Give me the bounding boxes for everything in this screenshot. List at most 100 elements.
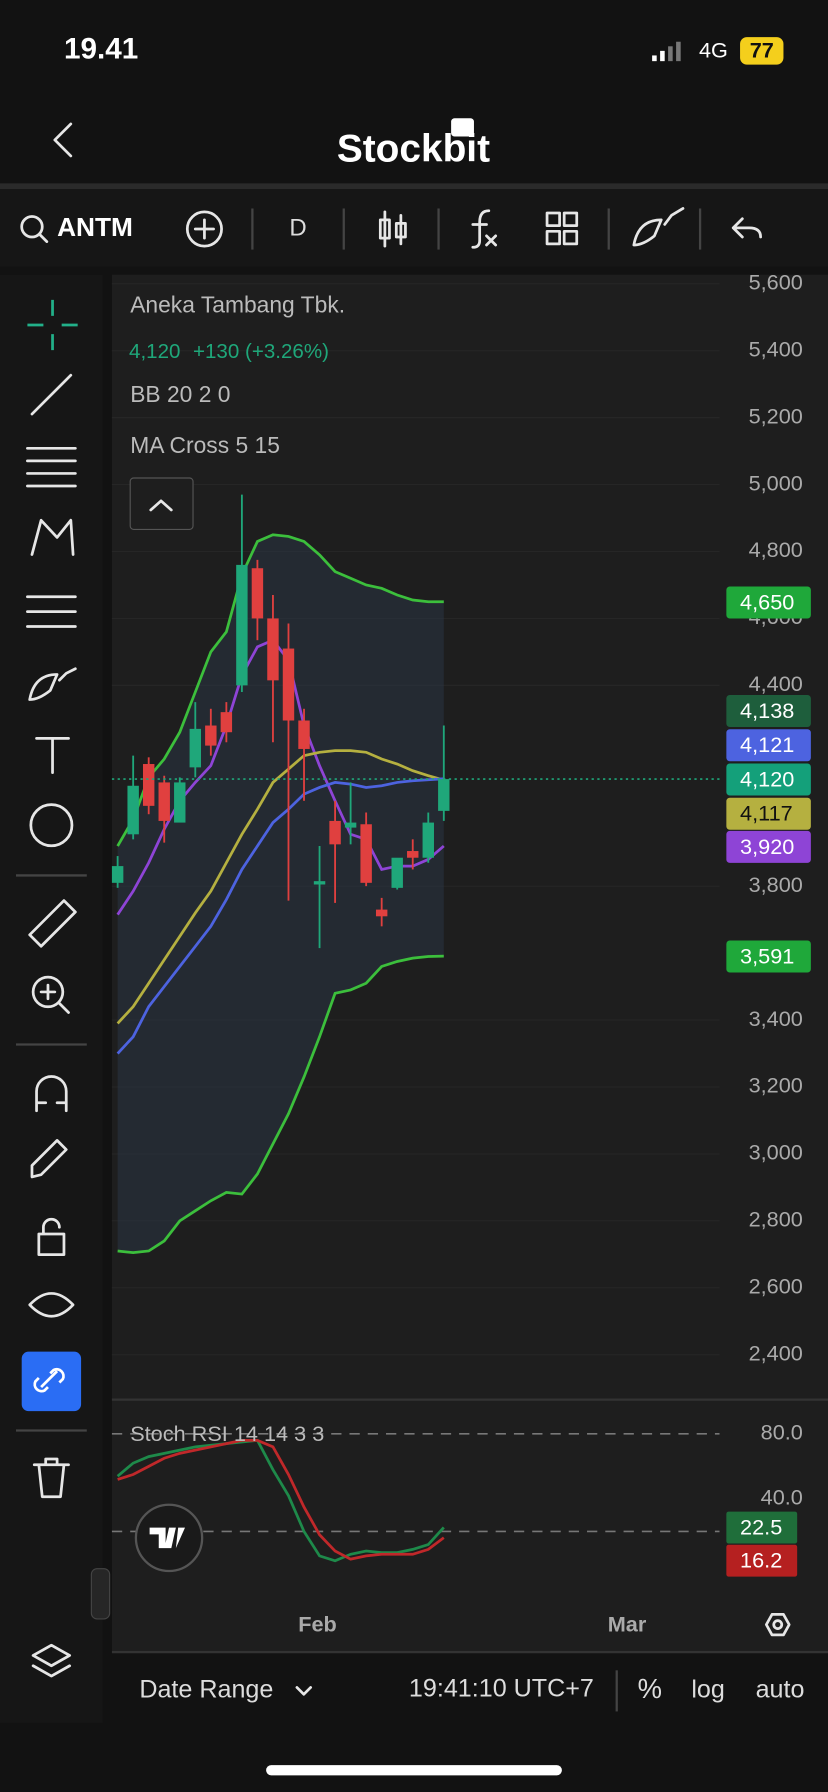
- percent-toggle[interactable]: %: [638, 1673, 662, 1704]
- price-badge: [726, 763, 811, 796]
- zoom-tool[interactable]: [31, 975, 65, 1009]
- projection-tool[interactable]: [26, 595, 77, 628]
- price-change: +130 (+3.26%): [193, 340, 329, 363]
- brand-mark: [451, 118, 474, 137]
- y-tick-label: 3,400: [749, 1006, 803, 1031]
- layers-tool[interactable]: [31, 1643, 72, 1678]
- home-indicator: [266, 1765, 562, 1776]
- indicator-bb: BB 20 2 0: [130, 381, 230, 407]
- candle-body: [174, 782, 186, 823]
- candle-body: [236, 564, 248, 686]
- value-badge: [726, 1511, 798, 1544]
- fib-tool[interactable]: [26, 446, 77, 488]
- text-tool[interactable]: [35, 737, 70, 775]
- y-tick-label: 2,400: [749, 1340, 803, 1365]
- candle-body: [282, 648, 295, 721]
- collapse-handle[interactable]: [90, 1568, 111, 1620]
- crosshair-tool[interactable]: [27, 299, 78, 351]
- settings[interactable]: [764, 1612, 791, 1637]
- emoji-tool[interactable]: [29, 803, 74, 848]
- candle-body: [391, 857, 403, 888]
- battery: [740, 37, 784, 65]
- brush-tool[interactable]: [28, 667, 77, 701]
- y-tick-label: 4,400: [749, 671, 803, 696]
- price-badge: [726, 586, 811, 619]
- band-fill: [117, 534, 444, 1253]
- stoch-title: Stoch RSI 14 14 3 3: [130, 1421, 324, 1446]
- value-badge: [726, 1544, 798, 1577]
- indicator-line: [117, 1438, 445, 1561]
- price-badge-label: 4,120: [740, 766, 794, 791]
- settings-dot: [772, 1619, 784, 1631]
- y-tick-label: 3,800: [749, 872, 803, 897]
- indicator-line: [116, 533, 444, 847]
- candle-body: [360, 824, 372, 883]
- measure-tool[interactable]: [28, 899, 77, 948]
- toolbar: [0, 189, 828, 267]
- price-badge-label: 4,121: [740, 732, 794, 757]
- trendline-tool[interactable]: [30, 373, 73, 416]
- auto-toggle[interactable]: auto: [756, 1676, 805, 1704]
- chart-type[interactable]: [378, 210, 407, 248]
- y-tick-label: 5,000: [749, 470, 803, 495]
- candle-body: [267, 618, 279, 681]
- indicator-line: [116, 638, 445, 916]
- delete-tool[interactable]: [32, 1457, 70, 1499]
- price-badge-label: 4,138: [740, 698, 794, 723]
- y-tick-label: 5,400: [749, 336, 803, 361]
- symbol[interactable]: ANTM: [57, 212, 133, 242]
- candle-body: [205, 725, 217, 746]
- price-badge: [726, 694, 811, 727]
- candle-body: [127, 785, 139, 835]
- tv-glyph: [149, 1527, 186, 1549]
- candle-body: [220, 712, 233, 733]
- price-badge-label: 3,920: [740, 834, 794, 859]
- candle-body: [422, 822, 434, 858]
- price-badge-label: 4,117: [740, 801, 793, 826]
- undo[interactable]: [731, 217, 762, 239]
- clock: 19:41:10 UTC+7: [409, 1674, 594, 1702]
- pattern-tool[interactable]: [30, 518, 75, 556]
- drawing[interactable]: [632, 207, 685, 247]
- candle-body: [344, 822, 357, 828]
- back-button[interactable]: [53, 122, 73, 158]
- date-range[interactable]: Date Range: [139, 1676, 273, 1704]
- price-badge: [726, 729, 811, 762]
- price-badge-label: 4,650: [740, 589, 794, 614]
- interval[interactable]: D: [289, 214, 306, 241]
- visibility-tool[interactable]: [28, 1292, 75, 1318]
- add-compare[interactable]: [185, 210, 223, 248]
- price-badge: [726, 940, 811, 973]
- y-tick-label: 2,600: [749, 1274, 803, 1299]
- candle-body: [375, 909, 388, 917]
- indicators[interactable]: [471, 209, 498, 249]
- candle-body: [329, 820, 341, 845]
- date-range-caret: [295, 1686, 313, 1696]
- y-tick-label: 2,800: [749, 1207, 803, 1232]
- indicator-line: [116, 749, 445, 1025]
- plot: 5,6005,4005,2005,0004,8004,6004,4003,800…: [111, 269, 811, 1577]
- y-tick-label: 40.0: [761, 1485, 803, 1510]
- price-badge: [726, 830, 811, 863]
- log-toggle[interactable]: log: [691, 1676, 725, 1704]
- lock-tool[interactable]: [37, 1217, 66, 1256]
- signal: [652, 41, 681, 62]
- y-tick-label: 5,600: [749, 269, 803, 294]
- collapse-legend[interactable]: [129, 477, 194, 530]
- instrument-name: Aneka Tambang Tbk.: [130, 292, 345, 318]
- indicator-line: [116, 777, 444, 1055]
- candle-body: [158, 782, 170, 821]
- candle-body: [142, 764, 155, 806]
- candle-body: [251, 568, 264, 619]
- candle-body: [313, 881, 326, 885]
- magnet-tool[interactable]: [35, 1075, 68, 1113]
- link-tool[interactable]: [21, 1351, 82, 1412]
- layouts[interactable]: [545, 211, 579, 246]
- chevron-up: [149, 499, 173, 512]
- indicator-line: [117, 954, 444, 1255]
- link-glyph: [33, 1367, 65, 1393]
- search-icon[interactable]: [20, 215, 44, 239]
- lock-draw-tool[interactable]: [30, 1139, 68, 1179]
- status-time: 19.41: [64, 33, 138, 66]
